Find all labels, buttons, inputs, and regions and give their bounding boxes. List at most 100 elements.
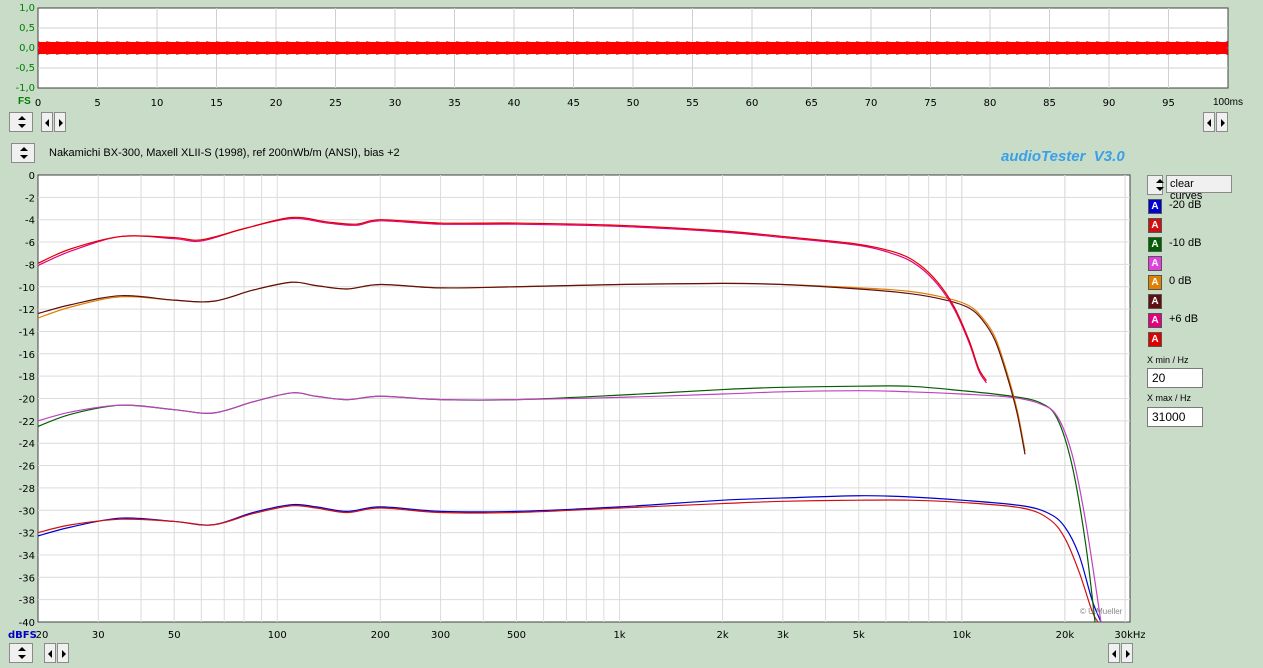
y-tick-label: -28 bbox=[19, 484, 35, 495]
bottom-zoom-left-button[interactable] bbox=[1108, 643, 1120, 663]
main-y-spinner[interactable] bbox=[11, 143, 35, 163]
legend-toggle-4[interactable]: A bbox=[1148, 275, 1162, 290]
fs-label: FS bbox=[18, 96, 31, 107]
legend-label-6: +6 dB bbox=[1169, 313, 1199, 325]
scope-y-tick-label: -0,5 bbox=[15, 63, 35, 74]
x-tick-label: 300 bbox=[431, 630, 450, 641]
scope-x-tick-label: 50 bbox=[627, 98, 640, 109]
scope-x-end-label: 100ms bbox=[1213, 97, 1244, 108]
scope-y-tick-label: 0,0 bbox=[19, 43, 35, 54]
scope-zoom-right-button[interactable] bbox=[1216, 112, 1228, 132]
chart-title: Nakamichi BX-300, Maxell XLII-S (1998), … bbox=[49, 147, 400, 159]
scope-x-tick-label: 75 bbox=[924, 98, 937, 109]
xmin-label: X min / Hz bbox=[1147, 355, 1189, 365]
x-tick-label: 50 bbox=[168, 630, 181, 641]
scope-x-tick-label: 20 bbox=[270, 98, 283, 109]
scope-scroll-right-button[interactable] bbox=[54, 112, 66, 132]
y-tick-label: -18 bbox=[19, 372, 35, 383]
curve-spinner[interactable] bbox=[1147, 175, 1164, 195]
scope-x-tick-label: 80 bbox=[984, 98, 997, 109]
xmax-label: X max / Hz bbox=[1147, 393, 1192, 403]
scope-x-tick-label: 65 bbox=[805, 98, 818, 109]
series-line-7 bbox=[38, 216, 987, 381]
x-tick-label: 30 bbox=[92, 630, 105, 641]
scope-x-tick-label: 35 bbox=[448, 98, 461, 109]
y-tick-label: -6 bbox=[25, 238, 35, 249]
x-tick-label: 100 bbox=[268, 630, 287, 641]
y-tick-label: -8 bbox=[25, 260, 35, 271]
scope-x-tick-label: 25 bbox=[329, 98, 342, 109]
scope-x-tick-label: 40 bbox=[508, 98, 521, 109]
scope-x-tick-label: 90 bbox=[1103, 98, 1116, 109]
y-tick-label: 0 bbox=[29, 171, 35, 182]
y-tick-label: -20 bbox=[19, 395, 35, 406]
legend-toggle-1[interactable]: A bbox=[1148, 218, 1162, 233]
x-tick-label: 20k bbox=[1056, 630, 1075, 641]
x-unit-label: 30kHz bbox=[1114, 630, 1145, 641]
y-tick-label: -10 bbox=[19, 283, 35, 294]
series-line-6 bbox=[38, 217, 987, 384]
scope-x-tick-label: 30 bbox=[389, 98, 402, 109]
legend-label-2: -10 dB bbox=[1169, 237, 1202, 249]
xmin-input[interactable] bbox=[1147, 368, 1203, 388]
scope-y-spinner[interactable] bbox=[9, 112, 33, 132]
xmax-input[interactable] bbox=[1147, 407, 1203, 427]
frequency-response-chart: 0 -2 -4 -6 -8 -10 -12 -14 -16 -18 -20 -22 -24 -26 -28 -… bbox=[8, 171, 1145, 641]
series-line-3 bbox=[38, 390, 1102, 622]
clear-curves-button[interactable]: clear curves bbox=[1166, 175, 1232, 202]
y-tick-label: -14 bbox=[19, 327, 35, 338]
legend-toggle-2[interactable]: A bbox=[1148, 237, 1162, 252]
y-tick-label: -34 bbox=[19, 551, 35, 562]
y-tick-label: -36 bbox=[19, 573, 35, 584]
series-line-1 bbox=[38, 499, 1099, 622]
scope-x-tick-label: 0 bbox=[35, 98, 41, 109]
legend-toggle-6[interactable]: A bbox=[1148, 313, 1162, 328]
series-line-5 bbox=[38, 281, 1026, 455]
legend-toggle-3[interactable]: A bbox=[1148, 256, 1162, 271]
scope-x-tick-label: 70 bbox=[865, 98, 878, 109]
y-tick-label: -22 bbox=[19, 417, 35, 428]
legend-label-0: -20 dB bbox=[1169, 199, 1202, 211]
scope-signal-noise bbox=[38, 41, 1228, 55]
scope-y-tick-label: -1,0 bbox=[15, 83, 35, 94]
y-tick-label: -2 bbox=[25, 193, 35, 204]
y-tick-label: -38 bbox=[19, 596, 35, 607]
y-tick-label: -26 bbox=[19, 462, 35, 473]
scope-x-tick-label: 95 bbox=[1162, 98, 1175, 109]
y-tick-label: -24 bbox=[19, 439, 35, 450]
bottom-scroll-right-button[interactable] bbox=[57, 643, 69, 663]
x-tick-label: 10k bbox=[953, 630, 972, 641]
scope-x-tick-label: 5 bbox=[94, 98, 100, 109]
x-tick-label: 3k bbox=[777, 630, 789, 641]
legend-toggle-7[interactable]: A bbox=[1148, 332, 1162, 347]
y-tick-label: -16 bbox=[19, 350, 35, 361]
scope-scroll-left-button[interactable] bbox=[41, 112, 53, 132]
y-tick-label: -4 bbox=[25, 216, 35, 227]
copyright-label: © U.Mueller bbox=[1080, 607, 1123, 616]
bottom-y-spinner[interactable] bbox=[9, 643, 33, 663]
legend-label-4: 0 dB bbox=[1169, 275, 1192, 287]
y-tick-label: -40 bbox=[19, 618, 35, 629]
scope-x-tick-label: 10 bbox=[151, 98, 164, 109]
scope-zoom-left-button[interactable] bbox=[1203, 112, 1215, 132]
scope-y-tick-label: 1,0 bbox=[19, 3, 35, 14]
scope-x-tick-label: 15 bbox=[210, 98, 223, 109]
x-tick-label: 200 bbox=[371, 630, 390, 641]
y-unit-label: dBFS bbox=[8, 630, 37, 641]
x-tick-label: 2k bbox=[716, 630, 728, 641]
scope-y-tick-label: 0,5 bbox=[19, 23, 35, 34]
legend-toggle-5[interactable]: A bbox=[1148, 294, 1162, 309]
x-tick-label: 1k bbox=[613, 630, 625, 641]
bottom-zoom-right-button[interactable] bbox=[1121, 643, 1133, 663]
scope-panel: 1,0 0,5 0,0 -0,5 -1,00 5 10 15 20 25 30 35 40 45 50 55 6… bbox=[15, 3, 1229, 109]
brand-label: audioTester V3.0 bbox=[1001, 148, 1125, 165]
scope-x-tick-label: 55 bbox=[686, 98, 699, 109]
x-tick-label: 500 bbox=[507, 630, 526, 641]
x-tick-label: 20 bbox=[36, 630, 49, 641]
scope-x-tick-label: 45 bbox=[567, 98, 580, 109]
y-tick-label: -32 bbox=[19, 529, 35, 540]
bottom-scroll-left-button[interactable] bbox=[44, 643, 56, 663]
y-tick-label: -12 bbox=[19, 305, 35, 316]
scope-x-tick-label: 60 bbox=[746, 98, 759, 109]
legend-toggle-0[interactable]: A bbox=[1148, 199, 1162, 214]
